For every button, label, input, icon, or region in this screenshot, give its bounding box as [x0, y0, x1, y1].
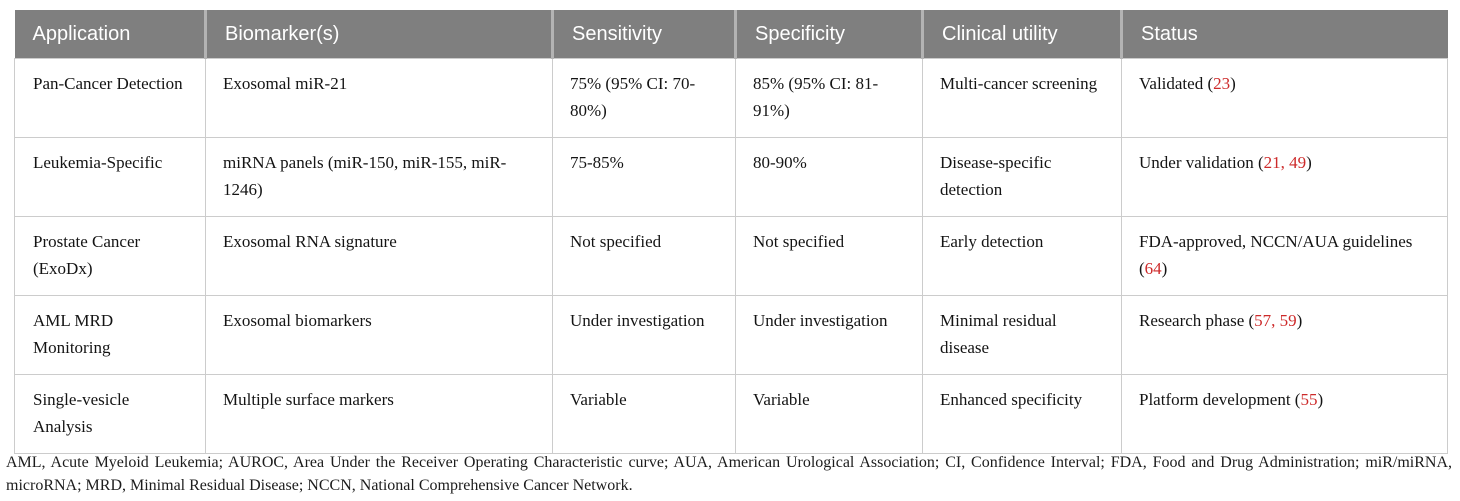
table-row: Pan-Cancer Detection Exosomal miR-21 75%… — [14, 58, 1448, 138]
column-header-clinical-utility: Clinical utility — [922, 10, 1123, 59]
application-cell: Leukemia-Specific — [14, 137, 206, 217]
status-cell: Under validation (21, 49) — [1121, 137, 1448, 217]
citation-link[interactable]: 64 — [1144, 259, 1162, 278]
biomarkers-cell: Exosomal miR-21 — [205, 58, 553, 138]
clinical-utility-cell: Early detection — [922, 216, 1122, 296]
status-text: ) — [1317, 390, 1324, 409]
status-cell: Research phase (57, 59) — [1121, 295, 1448, 375]
application-cell: Prostate Cancer (ExoDx) — [14, 216, 206, 296]
table-header: Application Biomarker(s) Sensitivity Spe… — [14, 10, 1448, 59]
biomarkers-cell: Multiple surface markers — [205, 374, 553, 454]
biomarkers-cell: Exosomal biomarkers — [205, 295, 553, 375]
sensitivity-cell: 75-85% — [552, 137, 736, 217]
status-text: ) — [1306, 153, 1312, 172]
specificity-cell: 85% (95% CI: 81-91%) — [735, 58, 923, 138]
status-text: Under validation ( — [1139, 153, 1264, 172]
column-header-status: Status — [1121, 10, 1448, 59]
biomarker-applications-table: Application Biomarker(s) Sensitivity Spe… — [14, 10, 1448, 454]
status-text: ) — [1161, 259, 1168, 278]
citation-link[interactable]: 23 — [1213, 74, 1231, 93]
column-header-sensitivity: Sensitivity — [552, 10, 737, 59]
status-text: ) — [1296, 311, 1303, 330]
citation-link[interactable]: 57, 59 — [1254, 311, 1297, 330]
table-body: Pan-Cancer Detection Exosomal miR-21 75%… — [14, 58, 1448, 454]
sensitivity-cell: Variable — [552, 374, 736, 454]
clinical-utility-cell: Minimal residual disease — [922, 295, 1122, 375]
specificity-cell: Not specified — [735, 216, 923, 296]
column-header-specificity: Specificity — [735, 10, 924, 59]
sensitivity-cell: 75% (95% CI: 70-80%) — [552, 58, 736, 138]
clinical-utility-cell: Enhanced specificity — [922, 374, 1122, 454]
table-row: Prostate Cancer (ExoDx) Exosomal RNA sig… — [14, 216, 1448, 296]
status-cell: FDA-approved, NCCN/AUA guidelines (64) — [1121, 216, 1448, 296]
table-row: Leukemia-Specific miRNA panels (miR-150,… — [14, 137, 1448, 217]
application-cell: Single-vesicle Analysis — [14, 374, 206, 454]
status-text: Research phase ( — [1139, 311, 1255, 330]
biomarkers-cell: miRNA panels (miR-150, miR-155, miR-1246… — [205, 137, 553, 217]
status-cell: Validated (23) — [1121, 58, 1448, 138]
status-text: ) — [1230, 74, 1236, 93]
sensitivity-cell: Not specified — [552, 216, 736, 296]
table-footnote: AML, Acute Myeloid Leukemia; AUROC, Area… — [6, 454, 1452, 494]
application-cell: Pan-Cancer Detection — [14, 58, 206, 138]
application-cell: AML MRD Monitoring — [14, 295, 206, 375]
column-header-biomarkers: Biomarker(s) — [205, 10, 554, 59]
status-text: Platform development ( — [1139, 390, 1301, 409]
citation-link[interactable]: 55 — [1300, 390, 1318, 409]
table-row: Single-vesicle Analysis Multiple surface… — [14, 374, 1448, 454]
specificity-cell: 80-90% — [735, 137, 923, 217]
header-row: Application Biomarker(s) Sensitivity Spe… — [14, 10, 1448, 59]
table-row: AML MRD Monitoring Exosomal biomarkers U… — [14, 295, 1448, 375]
status-text: Validated ( — [1139, 74, 1214, 93]
status-text: FDA-approved, NCCN/AUA guidelines ( — [1139, 232, 1413, 278]
citation-link[interactable]: 21, 49 — [1263, 153, 1307, 172]
specificity-cell: Under investigation — [735, 295, 923, 375]
column-header-application: Application — [14, 10, 207, 59]
sensitivity-cell: Under investigation — [552, 295, 736, 375]
clinical-utility-cell: Disease-specific detection — [922, 137, 1122, 217]
biomarkers-cell: Exosomal RNA signature — [205, 216, 553, 296]
clinical-utility-cell: Multi-cancer screening — [922, 58, 1122, 138]
data-table: Application Biomarker(s) Sensitivity Spe… — [14, 10, 1448, 454]
status-cell: Platform development (55) — [1121, 374, 1448, 454]
specificity-cell: Variable — [735, 374, 923, 454]
